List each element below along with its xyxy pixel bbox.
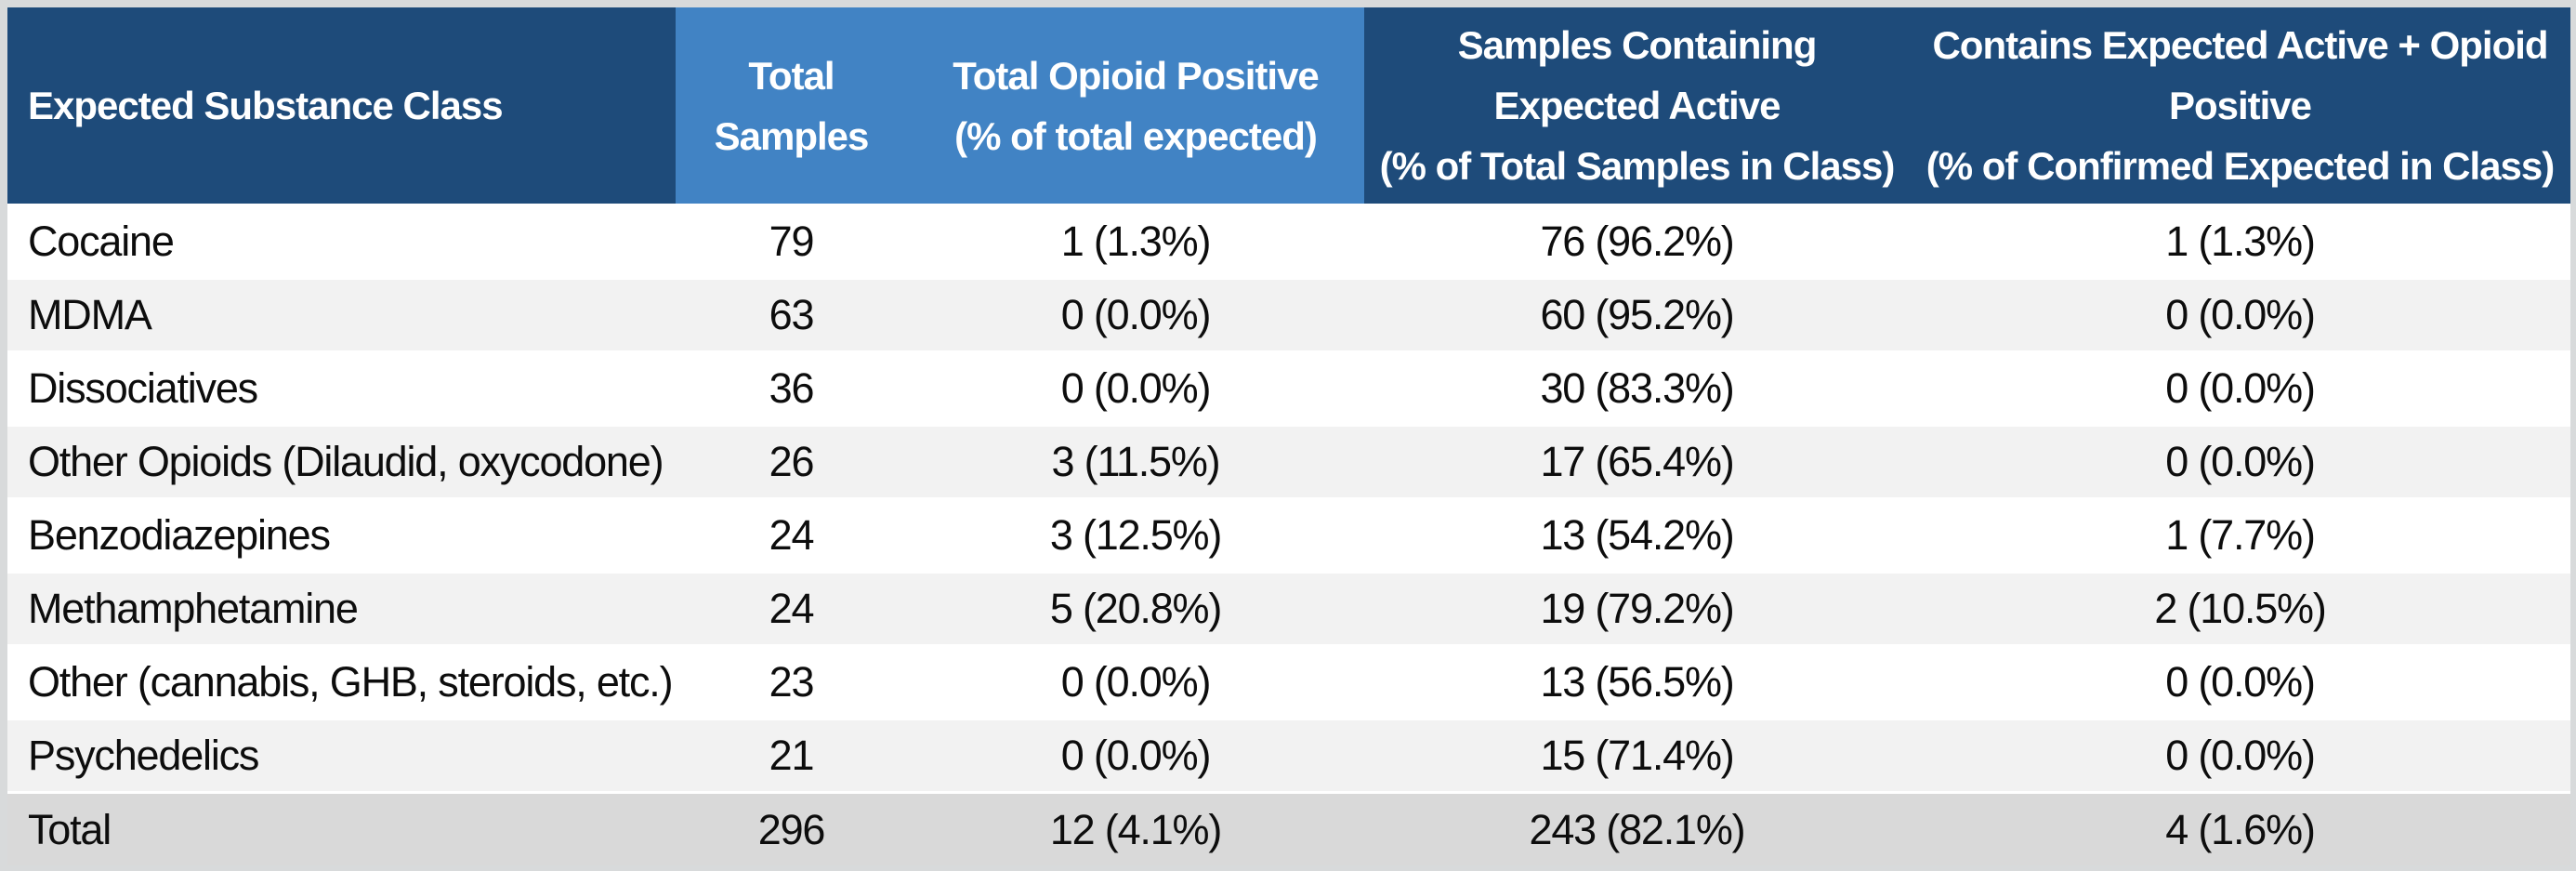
column-header-samples-containing-expected-active: Samples Containing Expected Active (% of… <box>1364 7 1910 204</box>
column-header-total-opioid-positive: Total Opioid Positive (% of total expect… <box>907 7 1364 204</box>
cell-expected-active: 76 (96.2%) <box>1540 218 1734 265</box>
cell-expected-active: 15 (71.4%) <box>1540 732 1734 779</box>
cell-opioid-positive: 12 (4.1%) <box>1049 805 1222 853</box>
table-row-methamphetamine: Methamphetamine 24 5 (20.8%) 19 (79.2%) … <box>7 571 2570 644</box>
cell-total-samples: 36 <box>769 364 815 412</box>
table-row-benzodiazepines: Benzodiazepines 24 3 (12.5%) 13 (54.2%) … <box>7 497 2570 571</box>
cell-expected-active: 60 (95.2%) <box>1540 291 1734 338</box>
cell-substance-class: Other Opioids (Dilaudid, oxycodone) <box>28 438 664 485</box>
cell-opioid-positive: 5 (20.8%) <box>1049 585 1222 632</box>
cell-expected-plus-opioid: 0 (0.0%) <box>2165 732 2316 779</box>
cell-opioid-positive: 3 (11.5%) <box>1051 438 1221 485</box>
cell-expected-plus-opioid: 0 (0.0%) <box>2165 658 2316 706</box>
cell-opioid-positive: 3 (12.5%) <box>1049 511 1222 559</box>
cell-total-samples: 296 <box>757 805 826 853</box>
cell-substance-class: Methamphetamine <box>28 585 359 632</box>
header-line: Samples Containing <box>1457 23 1818 67</box>
cell-expected-plus-opioid: 0 (0.0%) <box>2165 438 2316 485</box>
column-header-expected-substance-class: Expected Substance Class <box>7 7 676 204</box>
column-header-total-samples: Total Samples <box>676 7 907 204</box>
cell-total-samples: 79 <box>769 218 815 265</box>
table-header-row: Expected Substance Class Total Samples T… <box>7 7 2570 204</box>
table-row-mdma: MDMA 63 0 (0.0%) 60 (95.2%) 0 (0.0%) <box>7 277 2570 350</box>
cell-substance-class: Cocaine <box>28 218 175 265</box>
table-row-other-opioids: Other Opioids (Dilaudid, oxycodone) 26 3… <box>7 424 2570 497</box>
cell-opioid-positive: 1 (1.3%) <box>1060 218 1212 265</box>
cell-expected-plus-opioid: 1 (7.7%) <box>2165 511 2316 559</box>
table-row-total: Total 296 12 (4.1%) 243 (82.1%) 4 (1.6%) <box>7 791 2570 865</box>
cell-total-samples: 63 <box>769 291 815 338</box>
results-table: Expected Substance Class Total Samples T… <box>7 7 2570 865</box>
cell-expected-plus-opioid: 2 (10.5%) <box>2154 585 2326 632</box>
cell-expected-plus-opioid: 0 (0.0%) <box>2165 291 2316 338</box>
cell-total-samples: 24 <box>769 585 815 632</box>
cell-substance-class: Total <box>28 805 112 853</box>
header-line: Total Opioid Positive <box>953 53 1320 98</box>
cell-expected-plus-opioid: 0 (0.0%) <box>2165 364 2316 412</box>
header-line: Positive <box>2168 84 2312 127</box>
cell-opioid-positive: 0 (0.0%) <box>1060 658 1212 706</box>
header-line: Samples <box>714 113 870 158</box>
cell-substance-class: Psychedelics <box>28 732 259 779</box>
cell-expected-active: 17 (65.4%) <box>1540 438 1734 485</box>
column-header-contains-expected-active-plus-opioid: Contains Expected Active + Opioid Positi… <box>1910 7 2570 204</box>
header-line: (% of Confirmed Expected in Class) <box>1925 144 2555 188</box>
cell-total-samples: 21 <box>769 732 815 779</box>
table-row-dissociatives: Dissociatives 36 0 (0.0%) 30 (83.3%) 0 (… <box>7 350 2570 424</box>
cell-expected-active: 243 (82.1%) <box>1529 805 1746 853</box>
cell-expected-active: 30 (83.3%) <box>1540 364 1734 412</box>
cell-total-samples: 24 <box>769 511 815 559</box>
header-line: Total <box>748 53 835 98</box>
table-row-other: Other (cannabis, GHB, steroids, etc.) 23… <box>7 644 2570 718</box>
cell-expected-plus-opioid: 1 (1.3%) <box>2165 218 2316 265</box>
header-line: Expected Substance Class <box>28 84 504 127</box>
cell-expected-active: 13 (54.2%) <box>1540 511 1734 559</box>
header-line: Expected Active <box>1493 84 1781 127</box>
cell-substance-class: Benzodiazepines <box>28 511 331 559</box>
cell-expected-plus-opioid: 4 (1.6%) <box>2165 805 2316 853</box>
cell-opioid-positive: 0 (0.0%) <box>1060 732 1212 779</box>
cell-total-samples: 23 <box>769 658 815 706</box>
cell-expected-active: 13 (56.5%) <box>1540 658 1734 706</box>
cell-opioid-positive: 0 (0.0%) <box>1060 364 1212 412</box>
table-row-psychedelics: Psychedelics 21 0 (0.0%) 15 (71.4%) 0 (0… <box>7 718 2570 791</box>
cell-total-samples: 26 <box>769 438 815 485</box>
cell-opioid-positive: 0 (0.0%) <box>1060 291 1212 338</box>
cell-substance-class: Other (cannabis, GHB, steroids, etc.) <box>28 658 674 706</box>
header-line: Contains Expected Active + Opioid <box>1932 23 2548 67</box>
cell-substance-class: MDMA <box>28 291 152 338</box>
cell-substance-class: Dissociatives <box>28 364 258 412</box>
cell-expected-active: 19 (79.2%) <box>1540 585 1734 632</box>
header-line: (% of Total Samples in Class) <box>1379 144 1896 188</box>
table-row-cocaine: Cocaine 79 1 (1.3%) 76 (96.2%) 1 (1.3%) <box>7 204 2570 277</box>
header-line: (% of total expected) <box>954 113 1318 158</box>
